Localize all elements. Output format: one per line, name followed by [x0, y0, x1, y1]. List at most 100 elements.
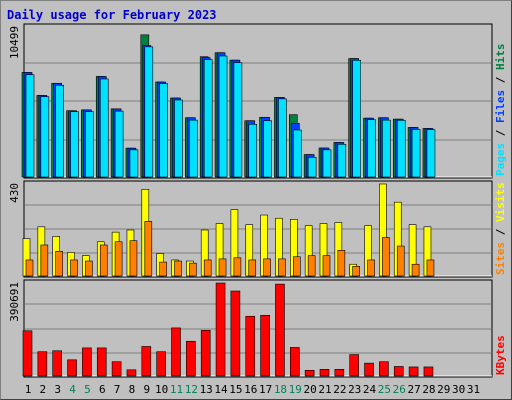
- bar-pages-day-4: [70, 111, 79, 178]
- y-max-label-3: 390691: [8, 282, 21, 322]
- x-tick-label-day-12: 12: [185, 383, 198, 396]
- legend-kbytes: KBytes: [494, 335, 507, 375]
- bar-sites-day-4: [70, 259, 78, 277]
- y-axis-labels: 10499 430 390691: [8, 26, 21, 322]
- legend-files: Files: [494, 90, 507, 123]
- bar-pages-day-24: [367, 119, 376, 178]
- bar-pages-day-18: [278, 98, 287, 178]
- bar-sites-day-3: [55, 251, 64, 277]
- bar-kbytes-day-22: [334, 369, 345, 377]
- legend-hits: Hits: [494, 44, 507, 71]
- x-tick-label-day-28: 28: [422, 383, 435, 396]
- x-tick-label-day-15: 15: [229, 383, 242, 396]
- legend-sites: Sites: [494, 242, 507, 275]
- bar-sites-day-1: [25, 259, 34, 277]
- bar-pages-day-10: [159, 83, 168, 178]
- x-tick-label-day-30: 30: [452, 383, 465, 396]
- bar-pages-day-16: [248, 123, 258, 178]
- bar-pages-day-17: [263, 120, 272, 178]
- x-axis-labels: 1 2 3 4 5 6 7 8 9 10 11 12 13 14 15 16 17 18 19 20 21 22 23 24 2…: [25, 383, 480, 396]
- bar-kbytes-day-10: [156, 351, 166, 377]
- x-tick-label-day-2: 2: [40, 383, 47, 396]
- bar-sites-day-16: [248, 259, 257, 277]
- x-tick-label-day-8: 8: [129, 383, 136, 396]
- bar-kbytes-day-8: [126, 369, 137, 377]
- bar-kbytes-day-16: [245, 315, 256, 377]
- x-tick-label-day-14: 14: [214, 383, 228, 396]
- right-series-labels: Pages / Files / Hits Sites / Visits KBytes: [494, 44, 507, 376]
- bar-pages-day-27: [411, 129, 421, 178]
- bar-kbytes-day-20: [304, 369, 315, 377]
- legend-visits: Visits: [494, 182, 507, 222]
- bar-pages-day-14: [218, 55, 228, 178]
- bar-kbytes-day-23: [349, 354, 360, 377]
- bar-pages-day-3: [55, 84, 65, 178]
- x-tick-label-day-19: 19: [289, 383, 302, 396]
- bar-kbytes-day-27: [408, 366, 419, 377]
- bar-pages-day-8: [129, 149, 139, 178]
- bar-pages-day-26: [396, 119, 406, 178]
- bar-sites-day-27: [411, 263, 420, 277]
- bar-kbytes-day-13: [200, 329, 211, 377]
- x-tick-label-day-24: 24: [363, 383, 377, 396]
- bar-kbytes-day-26: [393, 366, 404, 377]
- bar-pages-day-12: [189, 119, 198, 178]
- legend-separator: /: [494, 222, 507, 242]
- bar-sites-day-15: [233, 257, 242, 277]
- bar-sites-day-2: [40, 244, 49, 277]
- x-tick-label-day-26: 26: [393, 383, 406, 396]
- bar-sites-day-19: [292, 256, 301, 277]
- bar-sites-day-17: [263, 258, 271, 277]
- x-tick-label-day-13: 13: [200, 383, 213, 396]
- series-legend-1: Pages / Files / Hits: [494, 44, 507, 177]
- bar-kbytes-day-7: [111, 361, 122, 377]
- bar-kbytes-day-1: [22, 330, 33, 377]
- bar-pages-day-5: [85, 111, 94, 178]
- bar-kbytes-day-15: [230, 290, 241, 377]
- bar-pages-day-2: [40, 96, 50, 178]
- x-tick-label-day-5: 5: [84, 383, 91, 396]
- bar-kbytes-day-19: [289, 347, 300, 377]
- bar-kbytes-day-24: [364, 362, 374, 377]
- bar-pages-day-25: [382, 119, 391, 178]
- bar-pages-day-20: [307, 156, 317, 178]
- bar-sites-day-8: [129, 240, 138, 277]
- bar-pages-day-6: [99, 78, 109, 178]
- bar-sites-day-25: [382, 237, 390, 277]
- bar-kbytes-day-4: [67, 359, 77, 377]
- bar-sites-day-18: [278, 258, 286, 277]
- bar-sites-day-20: [307, 255, 316, 277]
- bar-pages-day-1: [25, 74, 35, 178]
- x-tick-label-day-21: 21: [318, 383, 331, 396]
- bar-sites-day-12: [189, 262, 197, 277]
- bar-pages-day-19: [292, 129, 302, 178]
- bar-sites-day-6: [99, 244, 108, 277]
- x-tick-label-day-27: 27: [407, 383, 420, 396]
- y-max-label-2: 430: [8, 183, 21, 203]
- x-tick-label-day-23: 23: [348, 383, 361, 396]
- bar-sites-day-5: [85, 260, 93, 277]
- legend-separator: /: [494, 123, 507, 143]
- bar-sites-day-24: [367, 259, 375, 277]
- series-legend-2: Sites / Visits: [494, 182, 507, 275]
- x-tick-label-day-7: 7: [114, 383, 121, 396]
- legend-pages: Pages: [494, 143, 507, 176]
- bar-kbytes-day-3: [52, 350, 63, 377]
- x-tick-label-day-3: 3: [54, 383, 61, 396]
- x-tick-label-day-4: 4: [69, 383, 76, 396]
- bar-kbytes-day-18: [275, 283, 285, 377]
- bar-sites-day-22: [337, 250, 346, 277]
- bar-pages-day-9: [144, 46, 154, 178]
- bar-sites-day-9: [144, 221, 153, 277]
- bar-sites-day-10: [159, 261, 167, 277]
- bar-kbytes-day-17: [260, 314, 270, 377]
- bar-sites-day-26: [396, 245, 405, 277]
- bar-kbytes-day-14: [215, 282, 226, 377]
- bar-kbytes-day-2: [37, 351, 48, 377]
- legend-separator: /: [494, 70, 507, 90]
- x-tick-label-day-20: 20: [304, 383, 317, 396]
- x-tick-label-day-9: 9: [143, 383, 150, 396]
- bar-pages-day-13: [203, 59, 213, 178]
- bar-kbytes-day-28: [423, 366, 434, 377]
